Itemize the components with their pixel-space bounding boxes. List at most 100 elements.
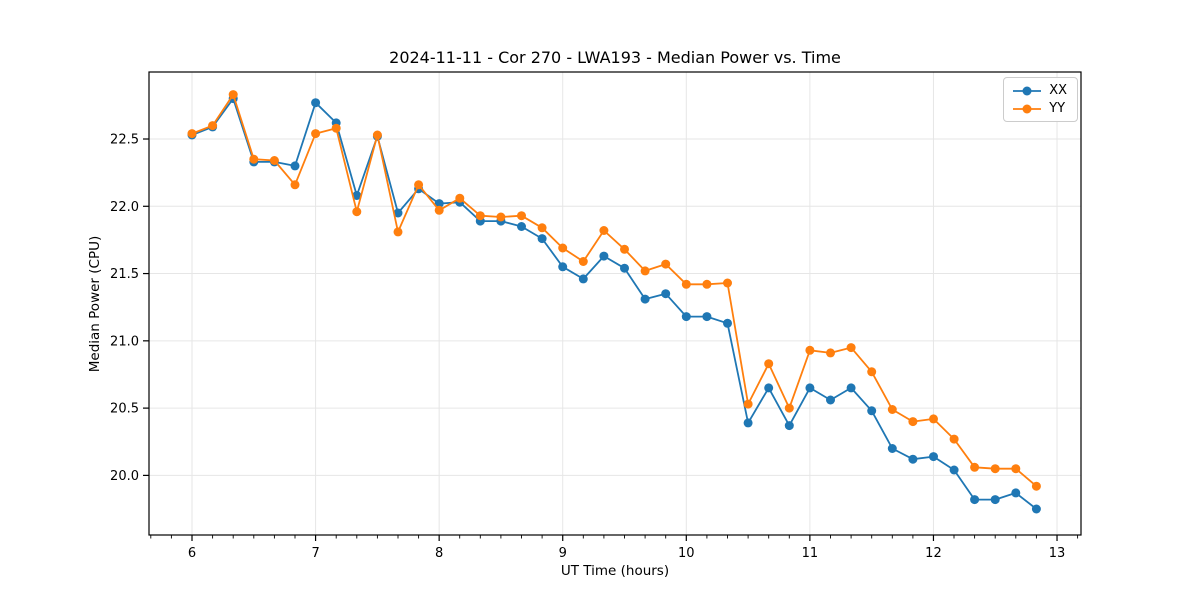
data-point-YY bbox=[393, 227, 403, 237]
data-point-YY bbox=[249, 154, 259, 164]
data-point-XX bbox=[578, 274, 588, 284]
x-axis-label: UT Time (hours) bbox=[560, 563, 670, 579]
data-point-YY bbox=[702, 279, 712, 289]
legend-swatch-YY bbox=[1013, 104, 1042, 113]
x-tick-label: 8 bbox=[435, 546, 443, 561]
data-point-YY bbox=[599, 226, 609, 235]
data-point-XX bbox=[681, 312, 691, 322]
data-point-YY bbox=[331, 123, 341, 133]
y-tick-label: 21.0 bbox=[110, 334, 139, 349]
data-point-YY bbox=[311, 129, 321, 139]
data-point-XX bbox=[784, 421, 794, 431]
legend-label-YY: YY bbox=[1049, 101, 1066, 116]
data-point-YY bbox=[558, 243, 568, 253]
data-point-YY bbox=[826, 348, 835, 358]
data-point-YY bbox=[970, 462, 980, 472]
data-point-XX bbox=[661, 289, 671, 299]
data-point-XX bbox=[558, 262, 568, 272]
data-point-XX bbox=[290, 161, 300, 171]
data-point-YY bbox=[187, 129, 197, 139]
data-point-YY bbox=[867, 367, 877, 377]
x-tick-label: 12 bbox=[925, 546, 942, 561]
data-point-YY bbox=[1011, 464, 1021, 474]
data-point-YY bbox=[475, 211, 485, 221]
data-point-YY bbox=[537, 223, 547, 233]
data-point-XX bbox=[311, 98, 321, 108]
legend: XX YY bbox=[1003, 77, 1078, 122]
data-point-XX bbox=[517, 222, 526, 231]
series-line-XX bbox=[191, 97, 1037, 510]
data-point-XX bbox=[620, 263, 629, 273]
y-axis-label: Median Power (CPU) bbox=[87, 235, 103, 373]
data-point-YY bbox=[620, 244, 629, 254]
data-point-XX bbox=[846, 383, 856, 393]
data-point-YY bbox=[723, 278, 732, 288]
x-tick-label: 6 bbox=[188, 546, 196, 561]
y-tick-label: 22.5 bbox=[110, 133, 139, 148]
data-point-YY bbox=[681, 279, 691, 289]
data-point-YY bbox=[517, 211, 526, 221]
legend-swatch-XX bbox=[1013, 86, 1042, 95]
x-tick-label: 13 bbox=[1049, 546, 1066, 561]
data-point-YY bbox=[208, 121, 218, 131]
data-point-YY bbox=[887, 405, 897, 414]
data-point-YY bbox=[228, 90, 238, 100]
data-point-XX bbox=[908, 454, 918, 464]
series-line-YY bbox=[191, 93, 1037, 487]
data-point-XX bbox=[805, 383, 815, 393]
data-point-YY bbox=[764, 359, 774, 369]
chart-title: 2024-11-11 - Cor 270 - LWA193 - Median P… bbox=[389, 48, 841, 67]
data-point-YY bbox=[784, 403, 794, 413]
data-point-YY bbox=[640, 266, 650, 276]
y-tick-label: 22.0 bbox=[110, 200, 139, 215]
x-tick-label: 10 bbox=[678, 546, 695, 561]
legend-label-XX: XX bbox=[1049, 83, 1067, 98]
x-tick-label: 9 bbox=[559, 546, 567, 561]
data-point-YY bbox=[578, 257, 588, 266]
data-point-XX bbox=[970, 495, 980, 505]
data-point-XX bbox=[434, 199, 444, 209]
data-point-YY bbox=[661, 259, 671, 269]
data-point-XX bbox=[887, 444, 897, 453]
data-point-YY bbox=[1031, 481, 1041, 491]
data-point-YY bbox=[290, 180, 300, 190]
data-point-XX bbox=[599, 251, 609, 261]
y-tick-label: 20.5 bbox=[110, 402, 139, 417]
data-point-YY bbox=[743, 399, 753, 409]
data-point-XX bbox=[764, 383, 774, 393]
data-point-YY bbox=[352, 207, 362, 217]
data-point-XX bbox=[723, 318, 732, 328]
data-point-YY bbox=[269, 156, 279, 165]
data-point-XX bbox=[393, 208, 403, 218]
data-point-XX bbox=[826, 395, 835, 405]
data-point-YY bbox=[455, 193, 465, 203]
x-tick-label: 11 bbox=[802, 546, 819, 561]
data-point-XX bbox=[929, 452, 938, 462]
data-point-XX bbox=[990, 495, 1000, 505]
data-point-XX bbox=[1031, 504, 1041, 514]
data-point-YY bbox=[949, 434, 959, 444]
data-point-YY bbox=[496, 212, 506, 222]
data-point-XX bbox=[949, 465, 959, 475]
data-point-XX bbox=[702, 312, 712, 322]
legend-item-YY: YY bbox=[1012, 101, 1067, 116]
x-tick-label: 7 bbox=[311, 546, 319, 561]
data-point-XX bbox=[867, 406, 877, 416]
data-point-YY bbox=[372, 130, 382, 140]
data-point-YY bbox=[846, 343, 856, 353]
data-point-XX bbox=[537, 234, 547, 244]
data-point-XX bbox=[1011, 488, 1021, 498]
data-point-YY bbox=[414, 180, 424, 190]
y-tick-label: 21.5 bbox=[110, 267, 139, 282]
legend-item-XX: XX bbox=[1012, 83, 1067, 98]
data-point-YY bbox=[434, 205, 444, 215]
data-point-YY bbox=[929, 414, 938, 424]
data-point-YY bbox=[908, 417, 918, 427]
data-point-YY bbox=[805, 345, 815, 355]
y-tick-label: 20.0 bbox=[110, 469, 139, 484]
data-point-XX bbox=[743, 418, 753, 428]
data-point-XX bbox=[352, 191, 362, 200]
data-point-XX bbox=[640, 294, 650, 304]
